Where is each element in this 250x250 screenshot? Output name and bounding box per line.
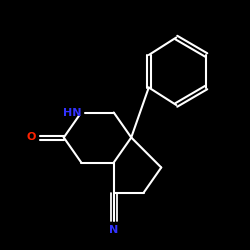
Text: O: O	[27, 132, 36, 142]
Text: N: N	[109, 225, 118, 235]
Text: HN: HN	[63, 108, 81, 118]
